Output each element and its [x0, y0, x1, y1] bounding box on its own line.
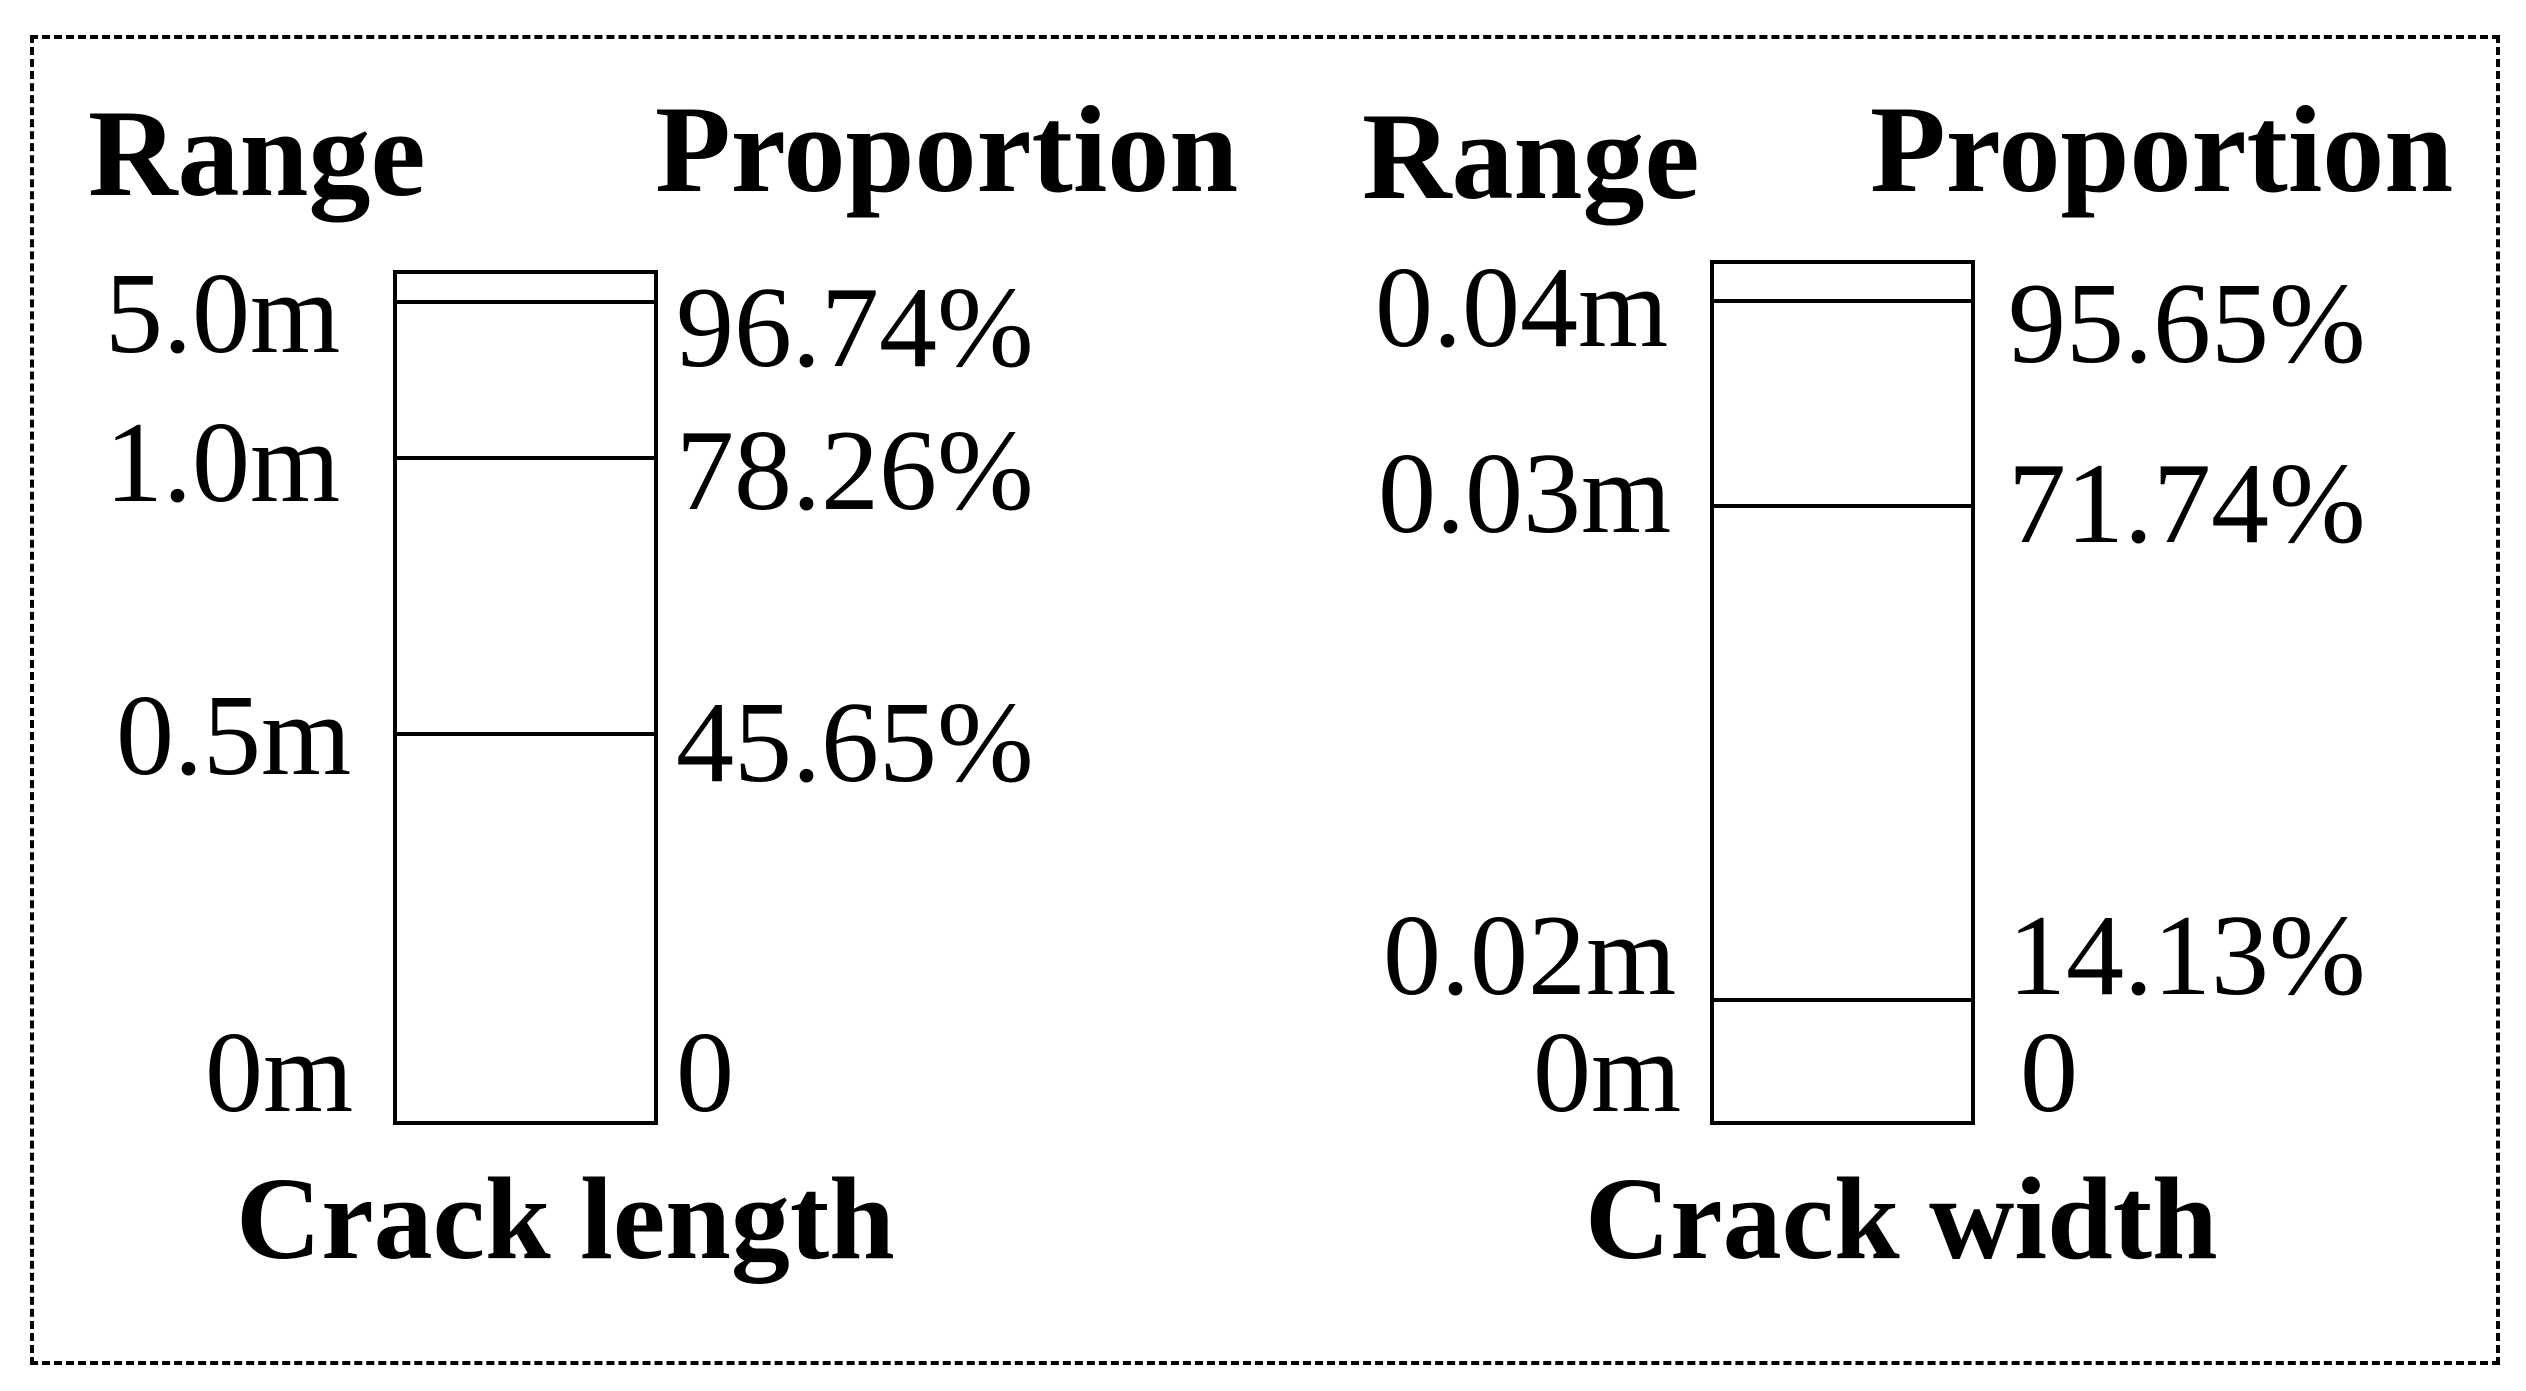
length-divider-0.5m: [397, 732, 654, 737]
width-divider-0.04m: [1714, 299, 1971, 304]
width-proportion-71.74: 71.74%: [2008, 440, 2366, 568]
length-divider-1.0m: [397, 456, 654, 461]
width-range-label-0.02m: 0.02m: [1383, 892, 1677, 1020]
length-proportion-header: Proportion: [655, 81, 1239, 218]
length-range-label-5.0m: 5.0m: [105, 250, 341, 378]
width-proportion-95.65: 95.65%: [2008, 260, 2366, 388]
crack-length-bar: [393, 270, 658, 1125]
crack-width-bar: [1710, 260, 1975, 1125]
width-range-header: Range: [1362, 88, 1700, 225]
crack-length-caption: Crack length: [236, 1153, 895, 1284]
width-range-label-0m: 0m: [1533, 1009, 1682, 1137]
width-range-label-0.04m: 0.04m: [1375, 244, 1669, 372]
width-proportion-header: Proportion: [1870, 81, 2454, 218]
width-proportion-14.13: 14.13%: [2008, 892, 2366, 1020]
length-proportion-96.74: 96.74%: [676, 264, 1034, 392]
length-proportion-45.65: 45.65%: [676, 679, 1034, 807]
dashed-frame: [30, 35, 2500, 1365]
length-proportion-0: 0: [676, 1009, 734, 1137]
width-proportion-0: 0: [2020, 1009, 2078, 1137]
length-range-label-0m: 0m: [205, 1009, 354, 1137]
width-divider-0.02m: [1714, 997, 1971, 1002]
length-range-label-1.0m: 1.0m: [105, 399, 341, 527]
crack-width-caption: Crack width: [1585, 1153, 2218, 1284]
width-divider-0.03m: [1714, 504, 1971, 509]
length-range-label-0.5m: 0.5m: [116, 672, 352, 800]
width-range-label-0.03m: 0.03m: [1378, 430, 1672, 558]
length-proportion-78.26: 78.26%: [676, 407, 1034, 535]
length-range-header: Range: [88, 85, 426, 222]
length-divider-5.0m: [397, 299, 654, 304]
